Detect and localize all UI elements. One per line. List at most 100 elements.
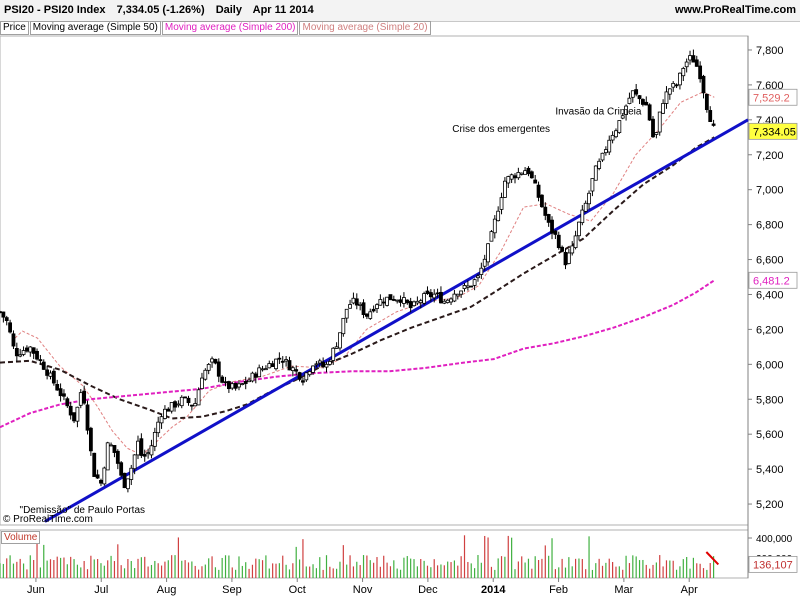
- candle-body: [516, 172, 521, 179]
- candle-body: [651, 118, 655, 138]
- chart-annotation: Crise dos emergentes: [452, 124, 550, 135]
- candle-body: [216, 361, 221, 377]
- candle-body: [529, 171, 534, 179]
- x-tick-label: Oct: [289, 584, 306, 596]
- candle-body: [459, 290, 464, 295]
- candle-body: [553, 230, 558, 235]
- candle-body: [452, 293, 457, 302]
- candle-body: [233, 382, 238, 389]
- legend-ma-200[interactable]: Moving average (Simple 200): [161, 21, 299, 35]
- candle-body: [11, 333, 16, 347]
- candle-body: [654, 132, 659, 135]
- candle-body: [412, 301, 416, 307]
- candle-body: [183, 396, 188, 399]
- candle-body: [82, 390, 87, 404]
- candle-body: [109, 444, 113, 447]
- candle-body: [243, 381, 248, 384]
- candle-body: [479, 267, 484, 275]
- site-url[interactable]: www.ProRealTime.com: [674, 4, 796, 16]
- candle-body: [247, 379, 251, 383]
- candle-body: [65, 398, 70, 407]
- legend-price[interactable]: Price: [0, 21, 29, 35]
- candle-body: [502, 180, 507, 198]
- candle-body: [35, 350, 39, 360]
- candle-body: [139, 438, 144, 456]
- candle-body: [415, 300, 420, 304]
- candle-body: [311, 365, 315, 373]
- candle-body: [391, 299, 396, 301]
- candle-body: [540, 194, 544, 208]
- y-tick-label: 6,800: [756, 220, 784, 232]
- copyright-text: © ProRealTime.com: [3, 514, 93, 525]
- x-tick-label: Sep: [222, 584, 242, 596]
- candle-body: [684, 61, 689, 68]
- candle-body: [476, 275, 480, 279]
- series-moving-average-simple-20-: [14, 91, 715, 456]
- candle-body: [179, 396, 184, 407]
- candle-body: [45, 369, 50, 376]
- candle-body: [102, 467, 107, 485]
- candle-body: [28, 346, 33, 353]
- title-bar: PSI20 - PSI20 Index 7,334.05 (-1.26%) Da…: [0, 0, 800, 22]
- candle-body: [432, 293, 437, 299]
- price-tag-box: [748, 122, 798, 140]
- candle-body: [189, 404, 194, 407]
- series-moving-average-simple-50-: [0, 136, 715, 420]
- candle-body: [304, 372, 309, 381]
- candle-body: [277, 357, 282, 360]
- candle-body: [442, 300, 447, 304]
- candle-body: [671, 82, 676, 88]
- candle-body: [334, 346, 339, 349]
- candle-body: [375, 304, 379, 309]
- candle-body: [600, 152, 605, 161]
- candle-body: [627, 97, 632, 104]
- candle-body: [546, 214, 551, 223]
- y-tick-label: 5,200: [756, 499, 784, 511]
- x-tick-label: Aug: [157, 584, 177, 596]
- candle-body: [257, 367, 262, 378]
- candle-body: [388, 294, 393, 301]
- candle-body: [570, 245, 575, 254]
- candle-body: [603, 149, 608, 154]
- candle-body: [92, 452, 97, 477]
- candle-body: [509, 174, 514, 180]
- candle-body: [449, 298, 453, 303]
- candle-body: [358, 303, 363, 306]
- volume-label[interactable]: Volume: [1, 531, 41, 544]
- candle-body: [465, 285, 470, 288]
- candle-body: [563, 251, 568, 266]
- price-tag-label: 7,529.2: [753, 92, 790, 104]
- x-tick-label: Feb: [549, 584, 568, 596]
- candle-body: [647, 104, 652, 121]
- candle-body: [704, 93, 709, 111]
- candle-body: [402, 297, 406, 304]
- candle-body: [260, 368, 265, 371]
- candle-body: [418, 300, 423, 304]
- candle-body: [105, 442, 110, 471]
- candle-body: [526, 167, 531, 175]
- candle-body: [482, 258, 487, 267]
- candle-body: [48, 372, 53, 377]
- candle-body: [425, 290, 430, 294]
- candle-body: [317, 360, 322, 364]
- candle-body: [314, 363, 319, 366]
- candle-body: [385, 296, 389, 306]
- candle-body: [51, 370, 56, 384]
- candle-body: [583, 202, 588, 212]
- candle-body: [711, 123, 716, 126]
- volume-tick-label: 400,000: [756, 534, 793, 545]
- candle-body: [41, 361, 46, 370]
- candle-body: [637, 95, 642, 100]
- y-tick-label: 5,800: [756, 394, 784, 406]
- y-tick-label: 5,600: [756, 429, 784, 441]
- chart-period: Daily: [215, 4, 242, 16]
- y-tick-label: 6,200: [756, 324, 784, 336]
- legend-ma-50[interactable]: Moving average (Simple 50): [29, 21, 161, 35]
- legend-ma-20[interactable]: Moving average (Simple 20): [299, 21, 431, 35]
- candle-body: [149, 445, 154, 456]
- y-tick-label: 6,600: [756, 255, 784, 267]
- candle-body: [14, 348, 19, 357]
- series-moving-average-simple-200-: [0, 279, 715, 429]
- candle-body: [136, 440, 140, 456]
